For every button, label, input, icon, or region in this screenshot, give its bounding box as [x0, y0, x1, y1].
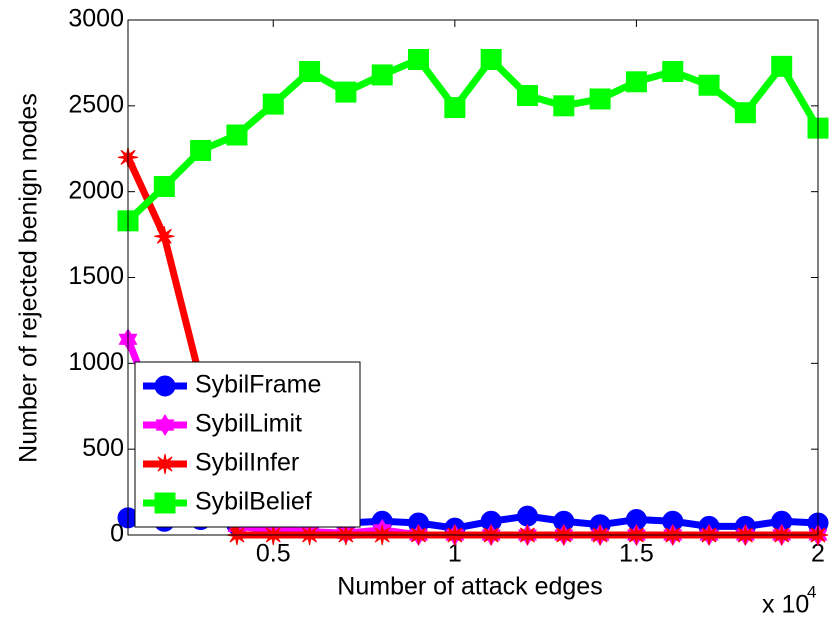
- marker: [589, 88, 611, 110]
- legend-label: SybilLimit: [195, 410, 302, 438]
- marker: [154, 226, 175, 247]
- marker: [153, 176, 175, 198]
- y-tick-label: 1000: [68, 348, 124, 376]
- y-tick-label: 1500: [68, 262, 124, 290]
- marker: [698, 74, 720, 96]
- marker: [444, 97, 466, 119]
- marker: [625, 71, 647, 93]
- x-axis-label: Number of attack edges: [337, 573, 602, 601]
- marker: [155, 414, 175, 436]
- marker: [516, 505, 538, 527]
- marker: [226, 124, 248, 146]
- marker: [371, 64, 393, 86]
- marker: [734, 102, 756, 124]
- marker: [154, 453, 176, 475]
- marker: [154, 375, 176, 397]
- marker: [516, 85, 538, 107]
- marker: [408, 48, 430, 70]
- legend-label: SybilInfer: [195, 449, 299, 477]
- y-tick-label: 0: [110, 520, 124, 548]
- plot-frame: [127, 19, 819, 536]
- y-tick-label: 500: [82, 434, 124, 462]
- marker: [335, 81, 357, 103]
- x-scale-base: x 10: [762, 591, 809, 619]
- marker: [190, 139, 212, 161]
- marker: [262, 93, 284, 115]
- x-tick-label: 2: [811, 540, 825, 568]
- marker: [771, 55, 793, 77]
- y-tick-label: 2000: [68, 176, 124, 204]
- marker: [154, 492, 176, 514]
- x-scale-exponent: 4: [807, 582, 816, 601]
- y-tick-label: 2500: [68, 90, 124, 118]
- legend-label: SybilBelief: [195, 488, 312, 516]
- marker: [299, 61, 321, 82]
- marker: [553, 95, 575, 117]
- x-tick-label: 1: [448, 540, 462, 568]
- marker: [662, 61, 684, 82]
- y-tick-label: 3000: [68, 5, 124, 33]
- legend-label: SybilFrame: [195, 371, 321, 399]
- y-axis-label: Number of rejected benign nodes: [15, 93, 43, 463]
- marker: [480, 48, 502, 70]
